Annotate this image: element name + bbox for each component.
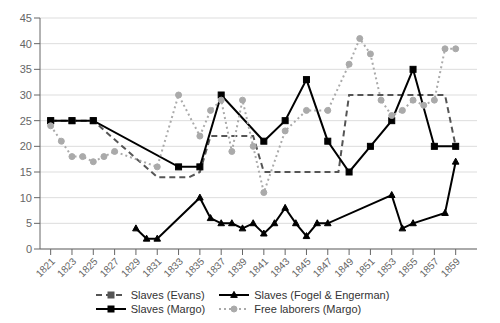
svg-text:40: 40 [20,38,32,50]
svg-text:15: 15 [20,166,32,178]
svg-text:1823: 1823 [55,255,79,279]
svg-text:1837: 1837 [204,255,228,279]
svg-text:0: 0 [26,243,32,255]
svg-text:1843: 1843 [268,255,292,279]
svg-text:1835: 1835 [183,255,207,279]
svg-text:1845: 1845 [289,255,313,279]
svg-text:1851: 1851 [353,255,377,279]
svg-text:1821: 1821 [34,255,58,279]
svg-text:1853: 1853 [375,255,399,279]
svg-text:1841: 1841 [247,255,271,279]
svg-text:1827: 1827 [98,255,122,279]
svg-text:1833: 1833 [161,255,185,279]
svg-text:1859: 1859 [439,255,463,279]
svg-text:45: 45 [20,12,32,24]
html-text:Free laborers (Margo): Free laborers (Margo) [254,303,362,315]
svg-text:1829: 1829 [119,255,143,279]
html-text:Slaves (Evans): Slaves (Evans) [130,289,205,301]
svg-text:25: 25 [20,115,32,127]
svg-text:20: 20 [20,140,32,152]
svg-text:35: 35 [20,63,32,75]
svg-text:1855: 1855 [396,255,420,279]
svg-text:1839: 1839 [225,255,249,279]
html-text:Slaves (Margo): Slaves (Margo) [130,303,206,315]
svg-text:1847: 1847 [311,255,335,279]
svg-text:1857: 1857 [417,255,441,279]
svg-text:1849: 1849 [332,255,356,279]
svg-text:1831: 1831 [140,255,164,279]
svg-text:30: 30 [20,89,32,101]
svg-text:10: 10 [20,192,32,204]
svg-text:5: 5 [26,217,32,229]
html-text:Slaves (Fogel & Engerman): Slaves (Fogel & Engerman) [254,289,390,301]
svg-text:1825: 1825 [76,255,100,279]
